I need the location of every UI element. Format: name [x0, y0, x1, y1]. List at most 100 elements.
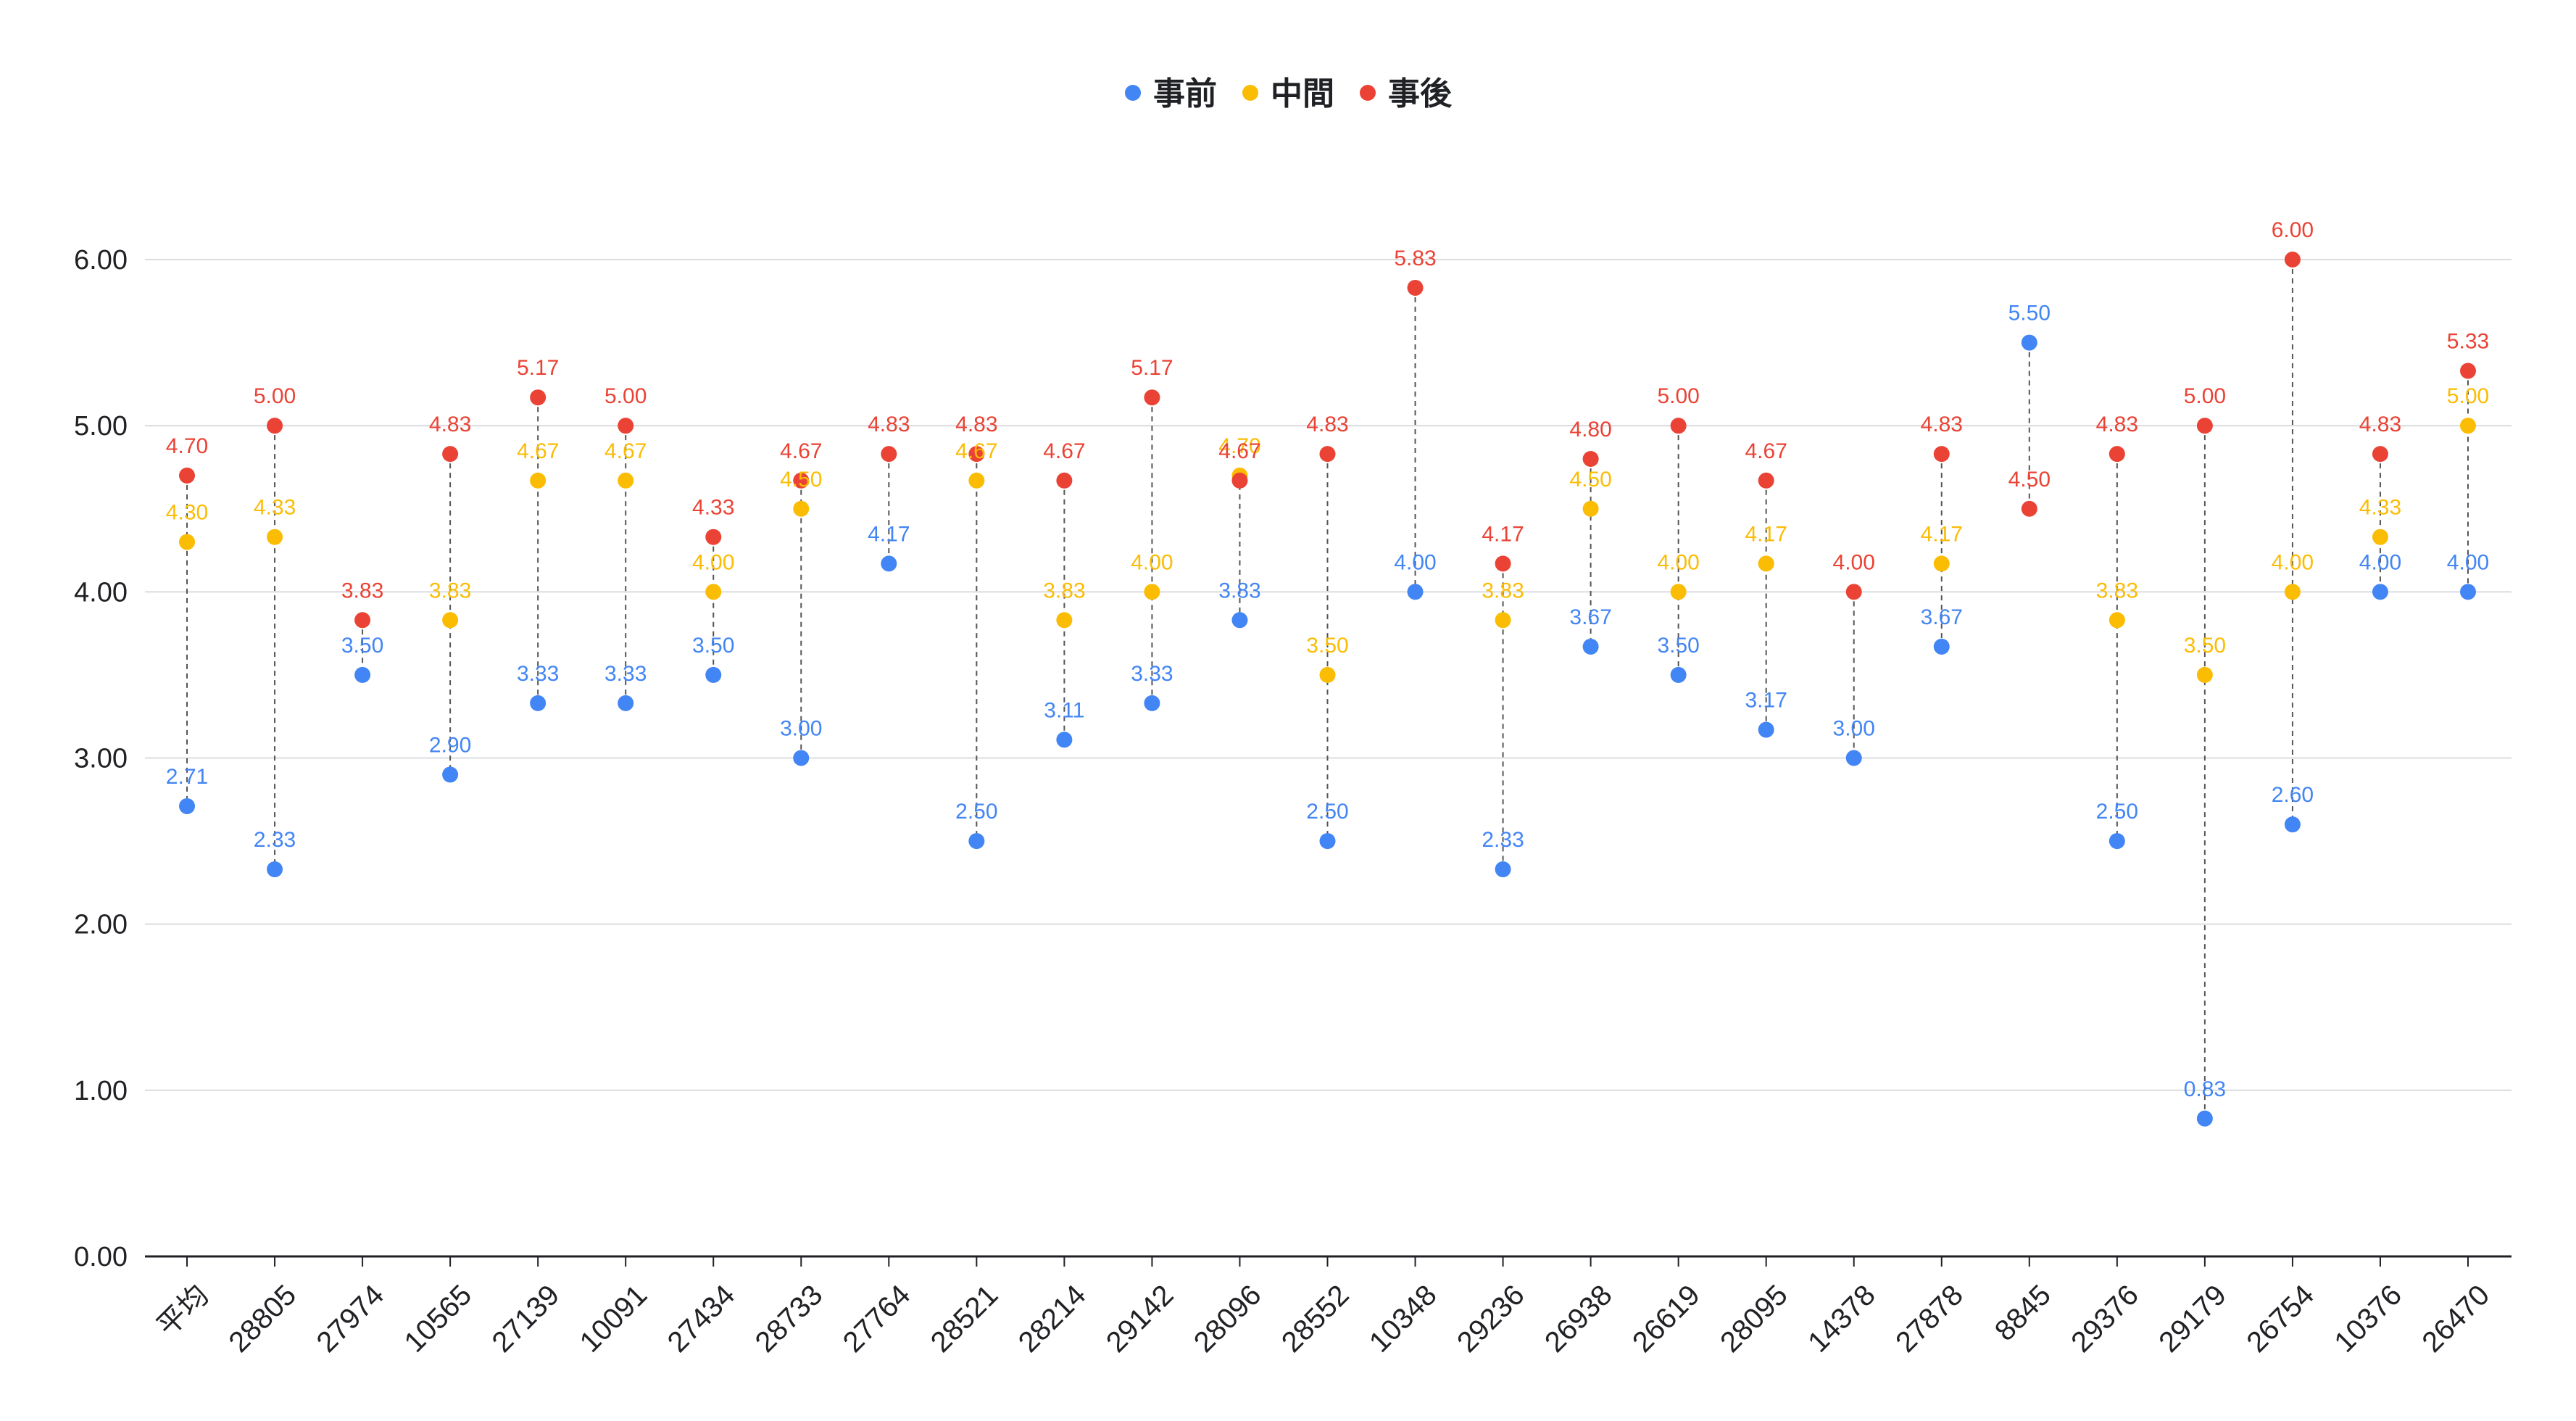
point-事後-28521	[968, 446, 985, 463]
point-事後-27974	[354, 612, 371, 629]
x-tick-label: 28552	[1276, 1279, 1355, 1359]
data-label: 4.00	[2272, 550, 2314, 574]
data-label: 4.70	[1218, 434, 1260, 458]
data-label: 4.17	[868, 522, 910, 546]
point-事後-10376	[2372, 446, 2388, 463]
data-label: 4.80	[1569, 418, 1611, 442]
data-label: 2.60	[2272, 783, 2314, 807]
y-axis: 0.00 1.00 2.00 3.00 4.00 5.00 6.00	[74, 245, 128, 1272]
data-label: 4.50	[2008, 468, 2051, 492]
point-事後-26938	[1582, 451, 1599, 467]
data-label: 4.70	[166, 434, 208, 458]
point-事前-26938	[1582, 638, 1599, 655]
data-label: 4.17	[1921, 522, 1963, 546]
data-label: 3.11	[1044, 698, 1084, 722]
point-事後-29142	[1144, 389, 1160, 406]
data-label: 3.00	[1833, 717, 1875, 741]
y-tick-label: 1.00	[74, 1076, 128, 1106]
point-中間-26938	[1582, 500, 1599, 517]
data-label: 3.83	[1482, 579, 1524, 602]
data-label: 4.67	[1745, 439, 1787, 463]
data-label: 5.00	[604, 384, 647, 408]
data-label: 5.00	[254, 384, 296, 408]
data-label: 3.17	[1745, 689, 1787, 713]
data-label: 5.17	[1131, 356, 1173, 380]
x-tick-label: 28214	[1013, 1279, 1092, 1359]
range-connectors	[186, 260, 2469, 1119]
point-中間-29179	[2196, 666, 2213, 683]
data-label: 4.50	[780, 468, 822, 492]
data-label: 2.33	[1482, 828, 1524, 852]
point-事前-29376	[2108, 833, 2125, 850]
point-中間-29376	[2108, 612, 2125, 629]
data-label: 4.33	[254, 496, 296, 520]
x-tick-label: 28521	[925, 1279, 1005, 1359]
legend-marker	[1242, 85, 1258, 101]
point-中間-28552	[1319, 666, 1336, 683]
data-label: 5.33	[2447, 330, 2489, 354]
point-事後-平均	[179, 467, 195, 484]
data-label: 4.83	[868, 413, 910, 436]
x-tick-label: 27974	[310, 1279, 390, 1359]
data-label: 4.00	[1833, 550, 1875, 574]
y-tick-label: 0.00	[74, 1242, 128, 1272]
point-事前-28552	[1319, 833, 1336, 850]
point-事前-27974	[354, 666, 371, 683]
point-事前-28214	[1056, 732, 1073, 748]
point-中間-27139	[530, 472, 547, 489]
x-tick-label: 28095	[1714, 1279, 1794, 1359]
data-label: 4.83	[1306, 413, 1348, 436]
data-label: 4.00	[2359, 550, 2401, 574]
point-事後-29179	[2196, 418, 2213, 434]
point-事後-28096	[1231, 472, 1248, 489]
data-label: 5.17	[517, 356, 559, 380]
data-label: 5.50	[2008, 302, 2051, 326]
data-label: 4.00	[1131, 550, 1173, 574]
point-中間-10376	[2372, 529, 2388, 545]
point-事後-14378	[1845, 584, 1862, 600]
point-事前-26619	[1670, 666, 1687, 683]
point-事後-27434	[705, 529, 722, 545]
point-事前-平均	[179, 798, 195, 814]
data-label: 4.33	[2359, 496, 2401, 520]
data-label: 3.00	[780, 717, 822, 741]
x-tick-label: 28805	[223, 1279, 302, 1359]
data-label: 4.83	[429, 413, 471, 436]
point-事前-29142	[1144, 695, 1160, 711]
point-中間-27878	[1933, 555, 1950, 572]
x-tick-label: 26754	[2240, 1279, 2320, 1359]
data-label: 3.50	[341, 634, 383, 658]
legend-label: 中間	[1271, 75, 1334, 112]
point-事前-10348	[1407, 584, 1424, 600]
point-事前-26470	[2460, 584, 2476, 600]
x-tick-label: 27764	[837, 1279, 917, 1359]
point-事前-28096	[1231, 612, 1248, 629]
point-事後-27764	[881, 446, 897, 463]
point-中間-29142	[1144, 584, 1160, 600]
point-中間-10565	[442, 612, 459, 629]
y-tick-label: 2.00	[74, 910, 128, 940]
point-事前-10091	[618, 695, 634, 711]
point-事後-29376	[2108, 446, 2125, 463]
x-tick-label: 10348	[1363, 1279, 1443, 1359]
point-事前-28095	[1758, 721, 1774, 738]
data-label: 3.83	[1043, 579, 1085, 602]
x-tick-label: 27878	[1890, 1279, 1969, 1359]
point-事前-27139	[530, 695, 547, 711]
point-中間-28805	[267, 529, 283, 545]
data-label: 3.83	[2096, 579, 2138, 602]
data-label: 3.50	[1306, 634, 1348, 658]
x-tick-label: 29142	[1100, 1279, 1180, 1359]
data-label: 5.00	[1657, 384, 1699, 408]
point-事前-28521	[968, 833, 985, 850]
point-中間-26470	[2460, 418, 2476, 434]
point-事前-8845	[2021, 334, 2037, 351]
point-事後-26470	[2460, 362, 2476, 379]
data-label: 5.00	[2447, 384, 2489, 408]
x-tick-label: 平均	[151, 1279, 215, 1343]
data-label: 4.67	[780, 439, 822, 463]
point-中間-28095	[1758, 555, 1774, 572]
data-label: 3.50	[1657, 634, 1699, 658]
point-事前-27878	[1933, 638, 1950, 655]
